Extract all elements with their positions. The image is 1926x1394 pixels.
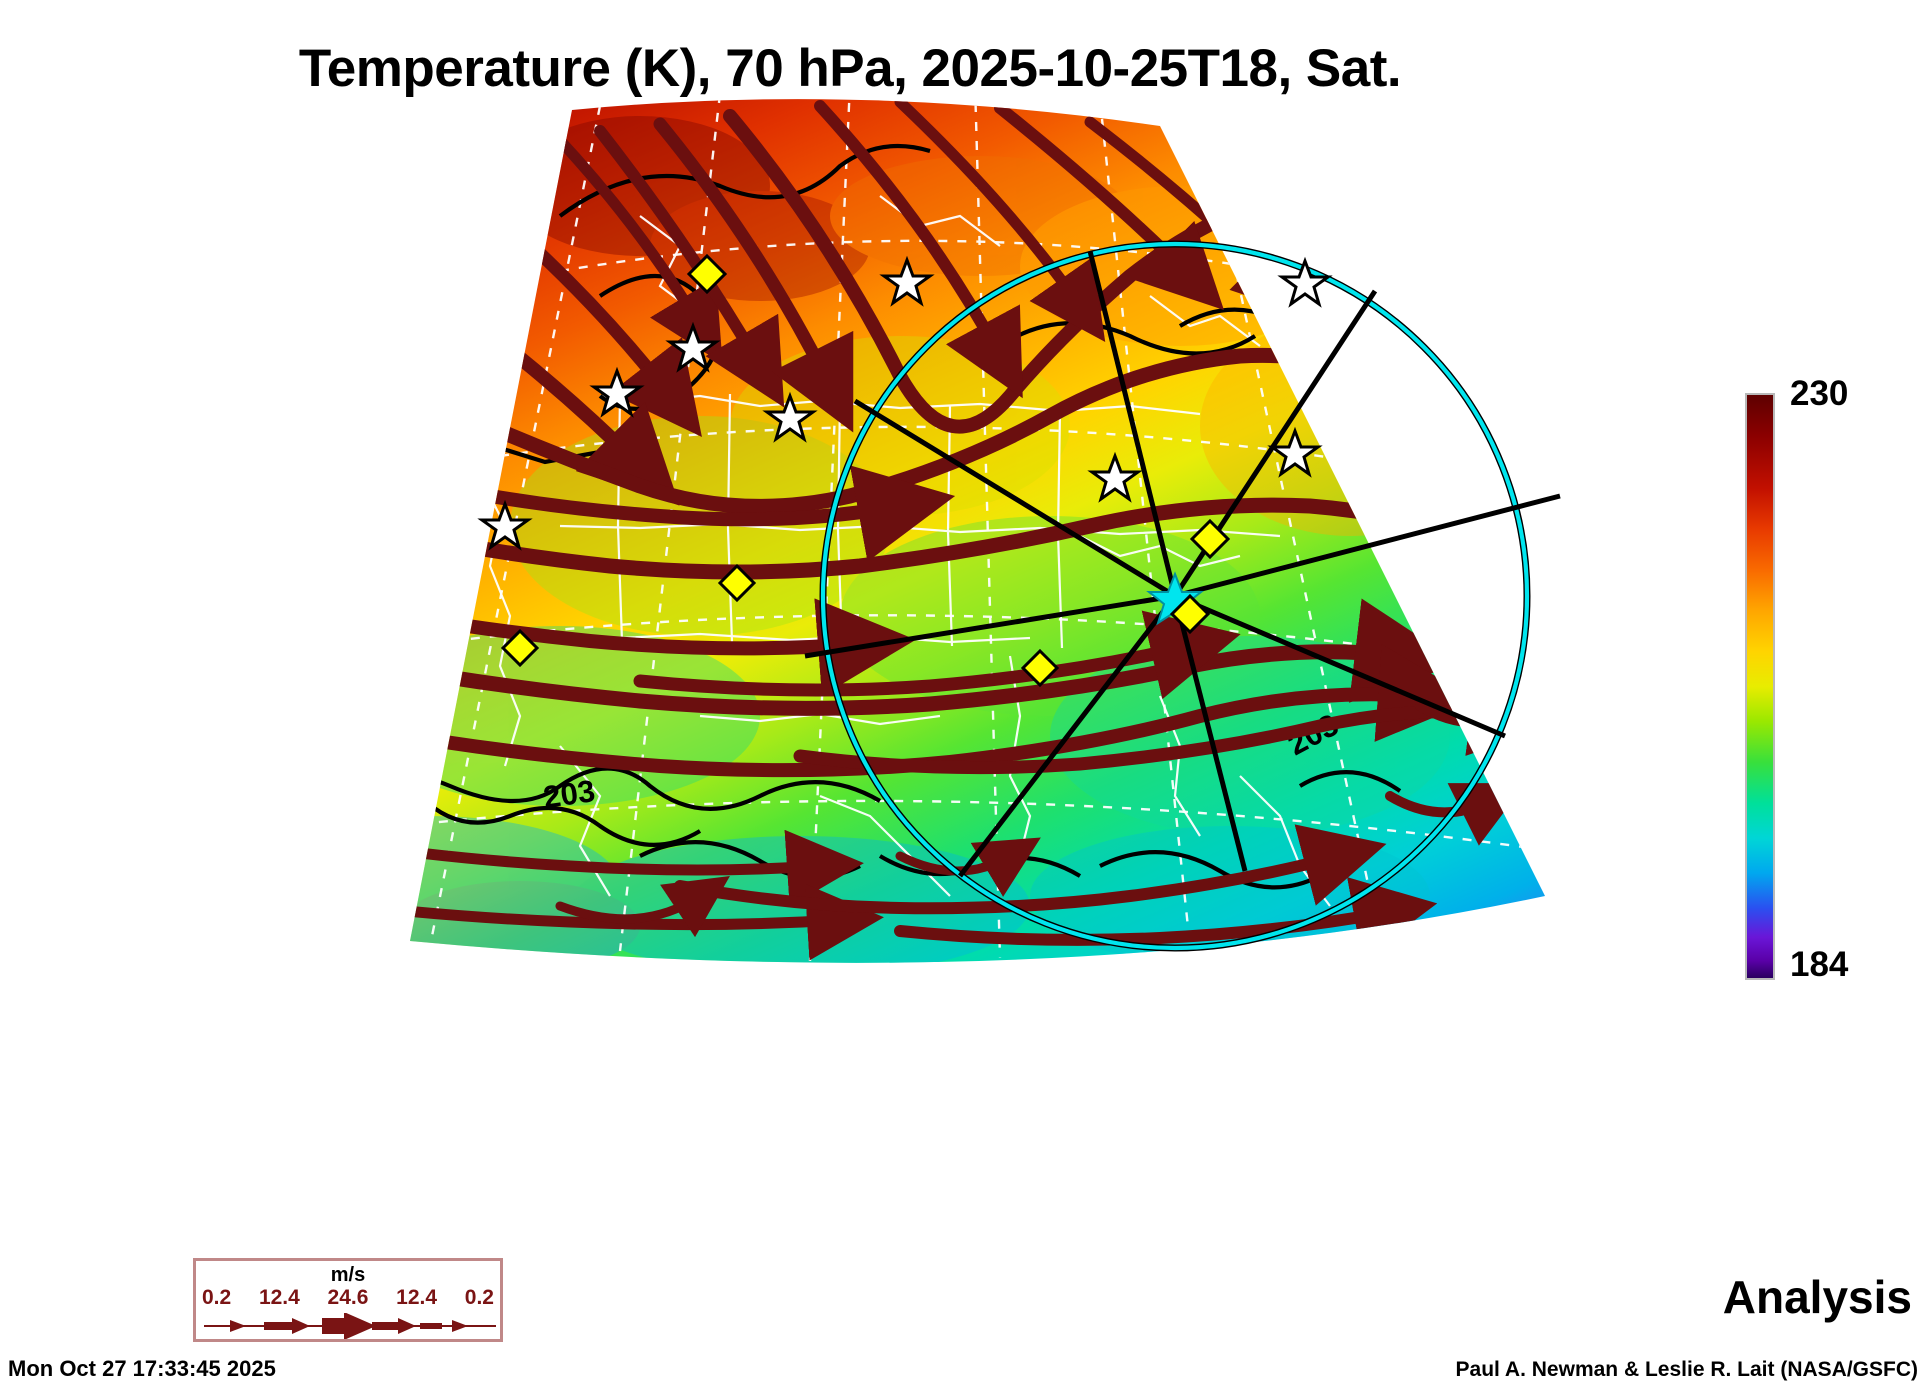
generation-timestamp: Mon Oct 27 17:33:45 2025: [8, 1356, 276, 1381]
wind-tick-0: 0.2: [202, 1286, 232, 1309]
station-star-markers[interactable]: [477, 255, 1333, 551]
temperature-field: [410, 99, 1545, 963]
wind-tick-1: 12.4: [258, 1286, 300, 1309]
analysis-label: Analysis: [1722, 1271, 1912, 1323]
contour-label: 203: [541, 773, 597, 815]
map-plot-area[interactable]: 203 203: [0, 96, 1700, 1256]
range-circle: [819, 240, 1531, 952]
author-credit: Paul A. Newman & Leslie R. Lait (NASA/GS…: [1455, 1358, 1918, 1381]
wind-streamlines: [410, 99, 1545, 961]
station-diamond-markers[interactable]: [500, 253, 1231, 688]
colorbar-max-label: 230: [1790, 374, 1849, 413]
wind-tick-3: 12.4: [396, 1286, 438, 1309]
colorbar-min-label: 184: [1790, 945, 1849, 984]
page-title: Temperature (K), 70 hPa, 2025-10-25T18, …: [298, 39, 1402, 98]
wind-legend-arrow-icon: [204, 1313, 496, 1339]
wind-speed-legend: m/s 0.2 12.4 24.6 12.4 0.2: [193, 1258, 503, 1342]
wind-legend-unit-label: m/s: [330, 1264, 366, 1286]
wind-tick-2: 24.6: [327, 1286, 369, 1309]
wind-legend-tick-labels: 0.2 12.4 24.6 12.4 0.2: [202, 1286, 494, 1310]
wind-tick-4: 0.2: [464, 1286, 494, 1309]
colorbar: 230 184: [1742, 374, 1926, 990]
colorbar-gradient: [1745, 393, 1775, 980]
map-svg: 203 203: [410, 99, 1561, 963]
